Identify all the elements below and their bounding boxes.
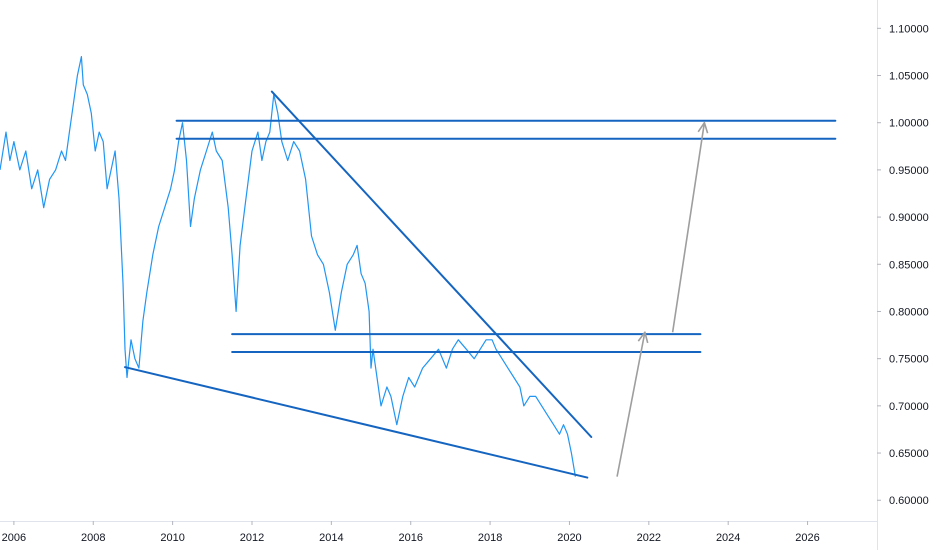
y-tick-label: 0.70000 [889, 401, 929, 413]
y-tick-label: 0.75000 [889, 354, 929, 366]
y-tick-label: 0.90000 [889, 212, 929, 224]
x-tick-label: 2006 [2, 532, 26, 544]
x-tick-label: 2008 [81, 532, 105, 544]
price-axis[interactable]: 0.60000 0.65000 0.70000 0.75000 0.80000 0.850… [877, 23, 929, 507]
arrow-head [697, 121, 709, 134]
arrow-shaft [671, 122, 706, 333]
y-tick-label: 0.85000 [889, 259, 929, 271]
arrow-head [637, 331, 649, 344]
x-tick-label: 2012 [240, 532, 264, 544]
projection-arrow-1[interactable] [616, 331, 649, 477]
y-tick-label: 0.65000 [889, 448, 929, 460]
time-axis[interactable]: 2006 2008 2010 2012 2014 2016 2018 2020 2022 2024… [2, 521, 820, 544]
y-tick-label: 0.80000 [889, 306, 929, 318]
projection-arrow-2[interactable] [671, 121, 709, 333]
price-series-line [0, 56, 576, 477]
y-tick-label: 1.10000 [889, 23, 929, 35]
y-tick-label: 1.05000 [889, 71, 929, 83]
arrow-shaft [616, 332, 646, 477]
drawn-line-6[interactable] [124, 366, 589, 479]
series-layer [0, 56, 576, 477]
x-tick-label: 2020 [557, 532, 581, 544]
x-tick-label: 2024 [716, 532, 740, 544]
drawn-line-5[interactable] [270, 90, 593, 438]
y-tick-label: 1.00000 [889, 118, 929, 130]
x-tick-label: 2022 [637, 532, 661, 544]
x-tick-label: 2018 [478, 532, 502, 544]
x-tick-label: 2026 [795, 532, 819, 544]
drawings-layer [124, 90, 837, 479]
x-tick-label: 2010 [160, 532, 184, 544]
y-tick-label: 0.95000 [889, 165, 929, 177]
y-tick-label: 0.60000 [889, 495, 929, 507]
x-tick-label: 2016 [398, 532, 422, 544]
x-tick-label: 2014 [319, 532, 343, 544]
